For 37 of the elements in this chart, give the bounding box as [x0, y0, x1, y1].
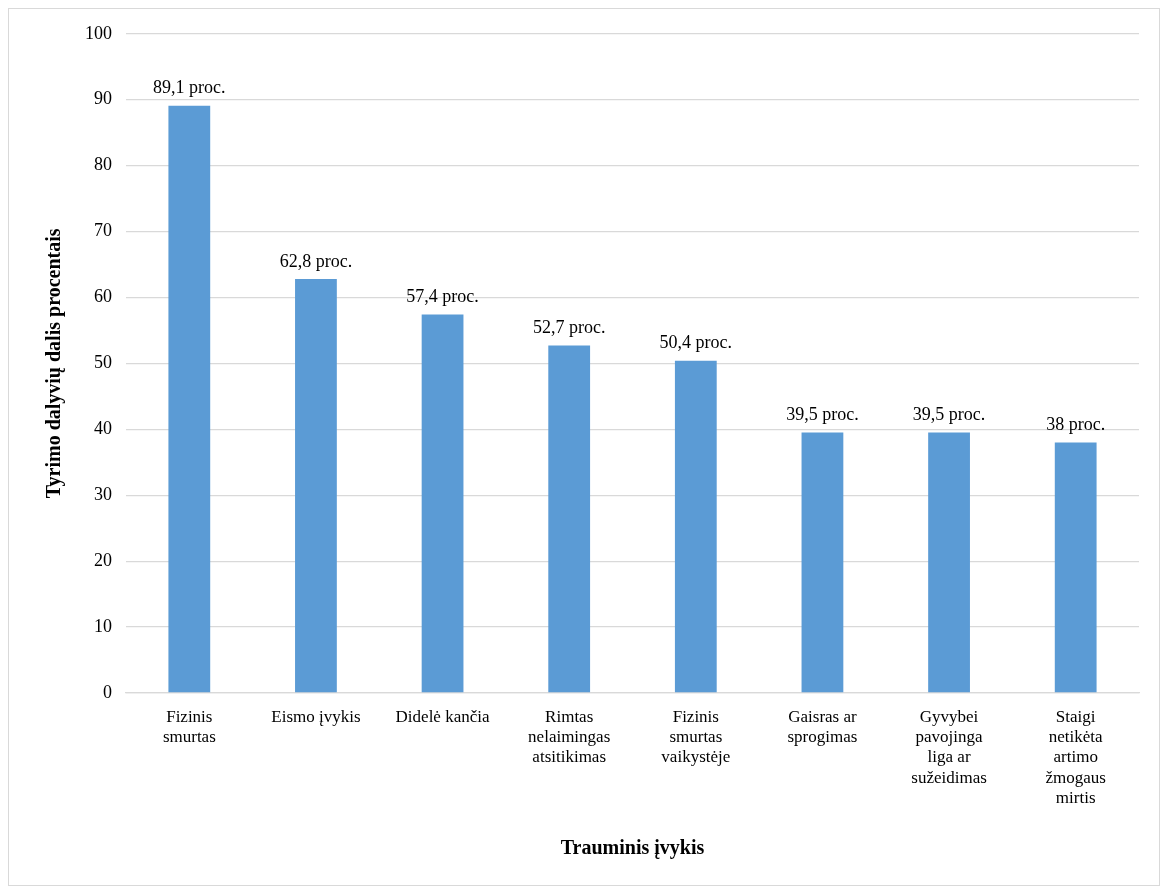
bar	[801, 432, 844, 693]
data-label: 62,8 proc.	[279, 250, 353, 271]
bar	[928, 432, 970, 693]
bar	[295, 279, 337, 693]
bar	[548, 345, 591, 693]
x-tick-label: Staigi netikėta artimo žmogaus mirtis	[1045, 706, 1106, 808]
y-tick-label: 30	[94, 483, 112, 504]
data-label: 39,5 proc.	[912, 404, 986, 425]
x-axis-title: Trauminis įvykis	[560, 836, 705, 860]
x-tick-label: Rimtas nelaimingas atsitikimas	[528, 706, 611, 767]
x-tick-label: Gyvybei pavojinga liga ar sužeidimas	[911, 706, 987, 787]
x-tick-label: Eismo įvykis	[271, 706, 361, 726]
y-tick-label: 70	[94, 220, 112, 241]
y-tick-label: 100	[85, 22, 112, 43]
bar	[1054, 442, 1097, 693]
y-tick-label: 40	[94, 418, 112, 439]
x-tick-label: Fizinis smurtas vaikystėje	[661, 706, 731, 767]
data-label: 50,4 proc.	[659, 332, 733, 353]
bar	[168, 105, 211, 693]
data-label: 89,1 proc.	[153, 77, 226, 98]
y-tick-label: 0	[103, 681, 112, 702]
y-tick-label: 80	[94, 154, 112, 175]
data-label: 57,4 proc.	[406, 286, 479, 307]
data-label: 38 proc.	[1046, 414, 1106, 435]
bar	[674, 360, 717, 693]
y-tick-label: 20	[94, 549, 112, 570]
x-tick-label: Fizinis smurtas	[162, 706, 216, 747]
y-axis-title: Tyrimo dalyvių dalis procentais	[42, 228, 66, 499]
y-tick-label: 10	[94, 615, 112, 636]
y-tick-label: 50	[94, 352, 112, 373]
x-tick-label: Gaisras ar sprogimas	[787, 706, 858, 747]
x-tick-label: Didelė kančia	[395, 706, 490, 726]
data-label: 39,5 proc.	[786, 404, 859, 425]
bar	[421, 314, 464, 693]
y-tick-label: 60	[94, 286, 112, 307]
data-label: 52,7 proc.	[532, 317, 606, 338]
y-tick-label: 90	[94, 88, 112, 109]
